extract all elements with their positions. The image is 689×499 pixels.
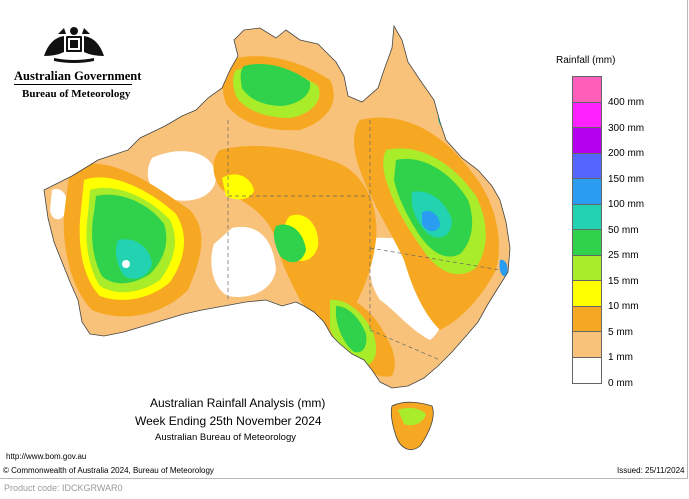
legend-label-400: 400 mm bbox=[608, 97, 645, 108]
legend-label-100: 100 mm bbox=[608, 199, 645, 210]
legend-swatch-400 bbox=[573, 77, 601, 103]
divider bbox=[14, 84, 132, 85]
legend-swatch-25 bbox=[573, 230, 601, 256]
legend-label-1: 1 mm bbox=[608, 352, 633, 363]
map-subtitle: Week Ending 25th November 2024 bbox=[135, 414, 322, 428]
legend-title: Rainfall (mm) bbox=[556, 55, 616, 66]
copyright: © Commonwealth of Australia 2024, Bureau… bbox=[3, 466, 214, 475]
coat-of-arms-icon bbox=[14, 22, 134, 71]
legend-swatch-100 bbox=[573, 179, 601, 205]
legend-swatch-50 bbox=[573, 204, 601, 230]
legend-swatch-200 bbox=[573, 128, 601, 154]
rainfall-map bbox=[43, 25, 511, 450]
legend-label-150: 150 mm bbox=[608, 174, 645, 185]
legend-label-0: 0 mm bbox=[608, 378, 633, 389]
legend-label-25: 25 mm bbox=[608, 250, 639, 261]
legend-swatch-15 bbox=[573, 255, 601, 281]
legend-label-50: 50 mm bbox=[608, 225, 639, 236]
legend-swatch-10 bbox=[573, 281, 601, 307]
legend-label-300: 300 mm bbox=[608, 123, 645, 134]
legend-label-15: 15 mm bbox=[608, 276, 639, 287]
legend-swatch-150 bbox=[573, 153, 601, 179]
map-source: Australian Bureau of Meteorology bbox=[155, 432, 296, 443]
issued-date: Issued: 25/11/2024 bbox=[617, 466, 685, 475]
legend bbox=[572, 76, 602, 384]
legend-label-10: 10 mm bbox=[608, 301, 639, 312]
legend-swatch-5 bbox=[573, 306, 601, 332]
bureau-title: Bureau of Meteorology bbox=[22, 88, 131, 100]
legend-swatch-300 bbox=[573, 102, 601, 128]
map-frame bbox=[0, 0, 688, 479]
map-title: Australian Rainfall Analysis (mm) bbox=[150, 396, 326, 410]
legend-swatch-1 bbox=[573, 332, 601, 358]
legend-label-200: 200 mm bbox=[608, 148, 645, 159]
legend-swatch-0 bbox=[573, 357, 601, 383]
government-title: Australian Government bbox=[14, 69, 142, 83]
product-code: Product code: IDCKGRWAR0 bbox=[4, 483, 123, 493]
legend-label-5: 5 mm bbox=[608, 327, 633, 338]
bom-url: http://www.bom.gov.au bbox=[6, 452, 87, 461]
